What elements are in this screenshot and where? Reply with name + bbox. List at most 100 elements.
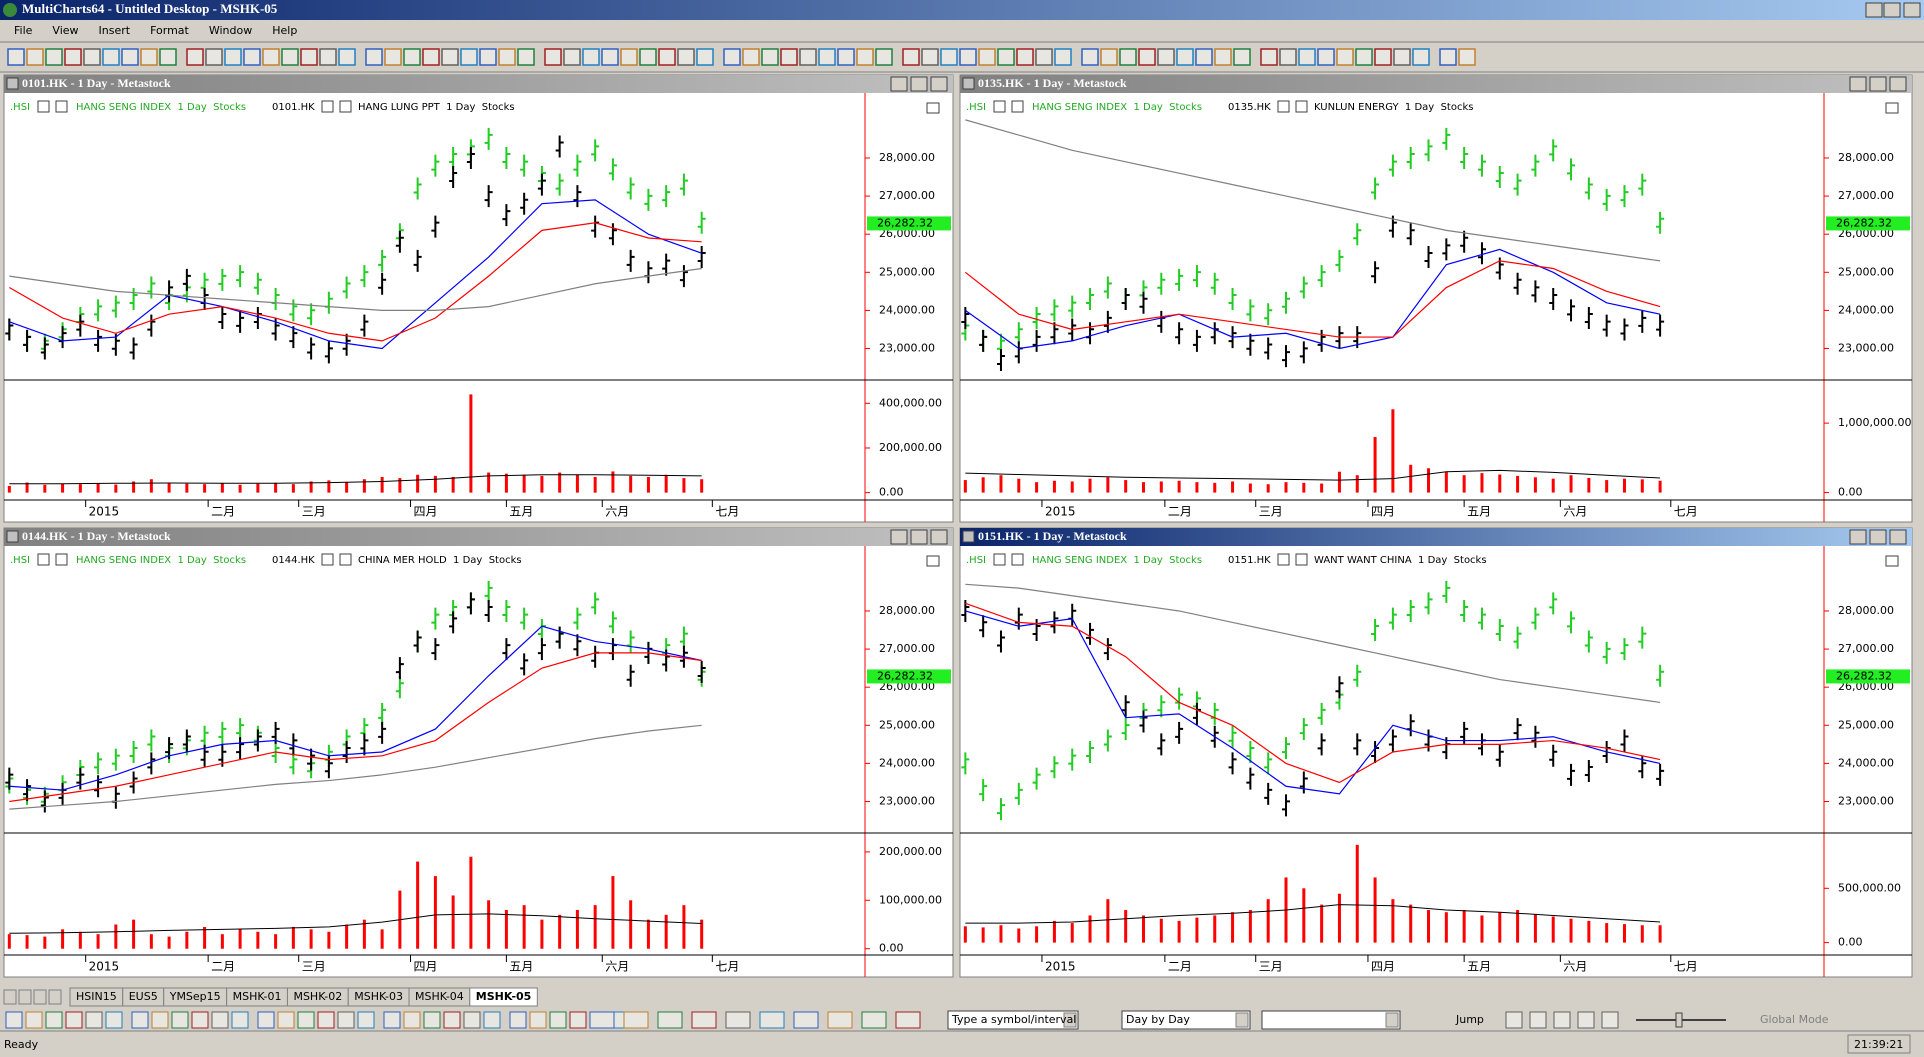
drawing-tool-button[interactable] bbox=[483, 1011, 501, 1029]
toolbar-button[interactable] bbox=[861, 1011, 887, 1029]
toolbar-button[interactable] bbox=[620, 48, 638, 66]
toolbar-button[interactable] bbox=[1176, 48, 1194, 66]
toolbar-button[interactable] bbox=[921, 48, 939, 66]
data-window-icon[interactable] bbox=[926, 102, 940, 114]
combo-arrow[interactable] bbox=[1385, 1012, 1399, 1028]
close-button[interactable] bbox=[1903, 2, 1921, 18]
legend-settings[interactable] bbox=[1295, 553, 1308, 566]
global-mode-button[interactable]: Global Mode bbox=[1760, 1013, 1829, 1026]
legend-dropdown[interactable] bbox=[321, 100, 334, 113]
legend-settings[interactable] bbox=[55, 553, 68, 566]
toolbar-button[interactable] bbox=[696, 48, 714, 66]
drawing-tool-button[interactable] bbox=[45, 1011, 63, 1029]
pane-window-button[interactable] bbox=[1869, 529, 1887, 545]
toolbar-button[interactable] bbox=[365, 48, 383, 66]
toolbar-button[interactable] bbox=[159, 48, 177, 66]
pane-window-button[interactable] bbox=[930, 529, 948, 545]
pane-window-button[interactable] bbox=[910, 529, 928, 545]
toolbar-button[interactable] bbox=[725, 1011, 751, 1029]
toolbar-button[interactable] bbox=[1138, 48, 1156, 66]
menu-item[interactable]: Format bbox=[150, 24, 189, 37]
combo-arrow[interactable] bbox=[1235, 1012, 1249, 1028]
tab-nav-button[interactable] bbox=[3, 989, 17, 1005]
toolbar-button[interactable] bbox=[1439, 48, 1457, 66]
menu-item[interactable]: Insert bbox=[99, 24, 131, 37]
menu-item[interactable]: View bbox=[52, 24, 78, 37]
drawing-tool-button[interactable] bbox=[5, 1011, 23, 1029]
toolbar-button[interactable] bbox=[1336, 48, 1354, 66]
toolbar-button[interactable] bbox=[761, 48, 779, 66]
legend-dropdown[interactable] bbox=[1277, 553, 1290, 566]
legend-settings[interactable] bbox=[1295, 100, 1308, 113]
toolbar-button[interactable] bbox=[1157, 48, 1175, 66]
toolbar-button[interactable] bbox=[498, 48, 516, 66]
legend-dropdown[interactable] bbox=[321, 553, 334, 566]
drawing-tool-button[interactable] bbox=[549, 1011, 567, 1029]
tab-nav-button[interactable] bbox=[33, 989, 47, 1005]
drawing-tool-button[interactable] bbox=[85, 1011, 103, 1029]
drawing-tool-button[interactable] bbox=[317, 1011, 335, 1029]
toolbar-button[interactable] bbox=[544, 48, 562, 66]
toolbar-button[interactable] bbox=[759, 1011, 785, 1029]
toolbar-button[interactable] bbox=[1195, 48, 1213, 66]
legend-settings[interactable] bbox=[339, 553, 352, 566]
toolbar-button[interactable] bbox=[1355, 48, 1373, 66]
toolbar-button[interactable] bbox=[319, 48, 337, 66]
toolbar-button[interactable] bbox=[582, 48, 600, 66]
legend-dropdown[interactable] bbox=[37, 100, 50, 113]
toolbar-button[interactable] bbox=[1214, 48, 1232, 66]
toolbar-button[interactable] bbox=[1279, 48, 1297, 66]
toolbar-button[interactable] bbox=[902, 48, 920, 66]
toolbar-button[interactable] bbox=[1035, 48, 1053, 66]
toolbar-button[interactable] bbox=[1233, 48, 1251, 66]
pane-window-button[interactable] bbox=[890, 76, 908, 92]
menu-item[interactable]: Help bbox=[272, 24, 297, 37]
pane-window-button[interactable] bbox=[930, 76, 948, 92]
toolbar-button[interactable] bbox=[224, 48, 242, 66]
toolbar-button[interactable] bbox=[959, 48, 977, 66]
toolbar-button[interactable] bbox=[1100, 48, 1118, 66]
drawing-tool-button[interactable] bbox=[257, 1011, 275, 1029]
data-window-icon[interactable] bbox=[926, 555, 940, 567]
toolbar-button[interactable] bbox=[601, 48, 619, 66]
toolbar-button[interactable] bbox=[677, 48, 695, 66]
toolbar-button[interactable] bbox=[479, 48, 497, 66]
toolbar-button[interactable] bbox=[658, 48, 676, 66]
pane-window-button[interactable] bbox=[890, 529, 908, 545]
toolbar-button[interactable] bbox=[121, 48, 139, 66]
drawing-tool-button[interactable] bbox=[529, 1011, 547, 1029]
minimize-button[interactable] bbox=[1865, 2, 1883, 18]
drawing-tool-button[interactable] bbox=[277, 1011, 295, 1029]
drawing-tool-button[interactable] bbox=[151, 1011, 169, 1029]
toolbar-button[interactable] bbox=[856, 48, 874, 66]
drawing-tool-button[interactable] bbox=[463, 1011, 481, 1029]
toolbar-button[interactable] bbox=[793, 1011, 819, 1029]
tab-nav-button[interactable] bbox=[18, 989, 32, 1005]
drawing-tool-button[interactable] bbox=[171, 1011, 189, 1029]
drawing-tool-button[interactable] bbox=[569, 1011, 587, 1029]
playback-button[interactable] bbox=[1601, 1011, 1619, 1029]
toolbar-button[interactable] bbox=[1393, 48, 1411, 66]
toolbar-button[interactable] bbox=[186, 48, 204, 66]
toolbar-button[interactable] bbox=[517, 48, 535, 66]
drawing-tool-button[interactable] bbox=[357, 1011, 375, 1029]
drawing-tool-button[interactable] bbox=[231, 1011, 249, 1029]
pane-window-button[interactable] bbox=[1889, 76, 1907, 92]
tab-nav-button[interactable] bbox=[48, 989, 62, 1005]
toolbar-button[interactable] bbox=[1317, 48, 1335, 66]
toolbar-button[interactable] bbox=[45, 48, 63, 66]
toolbar-button[interactable] bbox=[422, 48, 440, 66]
toolbar-button[interactable] bbox=[837, 48, 855, 66]
combo-box[interactable] bbox=[1121, 1010, 1251, 1030]
pane-window-button[interactable] bbox=[1849, 529, 1867, 545]
drawing-tool-button[interactable] bbox=[191, 1011, 209, 1029]
toolbar-button[interactable] bbox=[384, 48, 402, 66]
toolbar-button[interactable] bbox=[563, 48, 581, 66]
toolbar-button[interactable] bbox=[83, 48, 101, 66]
drawing-tool-button[interactable] bbox=[403, 1011, 421, 1029]
legend-settings[interactable] bbox=[1011, 100, 1024, 113]
drawing-tool-button[interactable] bbox=[423, 1011, 441, 1029]
toolbar-button[interactable] bbox=[1081, 48, 1099, 66]
sheet-tab[interactable] bbox=[469, 987, 538, 1007]
toolbar-button[interactable] bbox=[639, 48, 657, 66]
